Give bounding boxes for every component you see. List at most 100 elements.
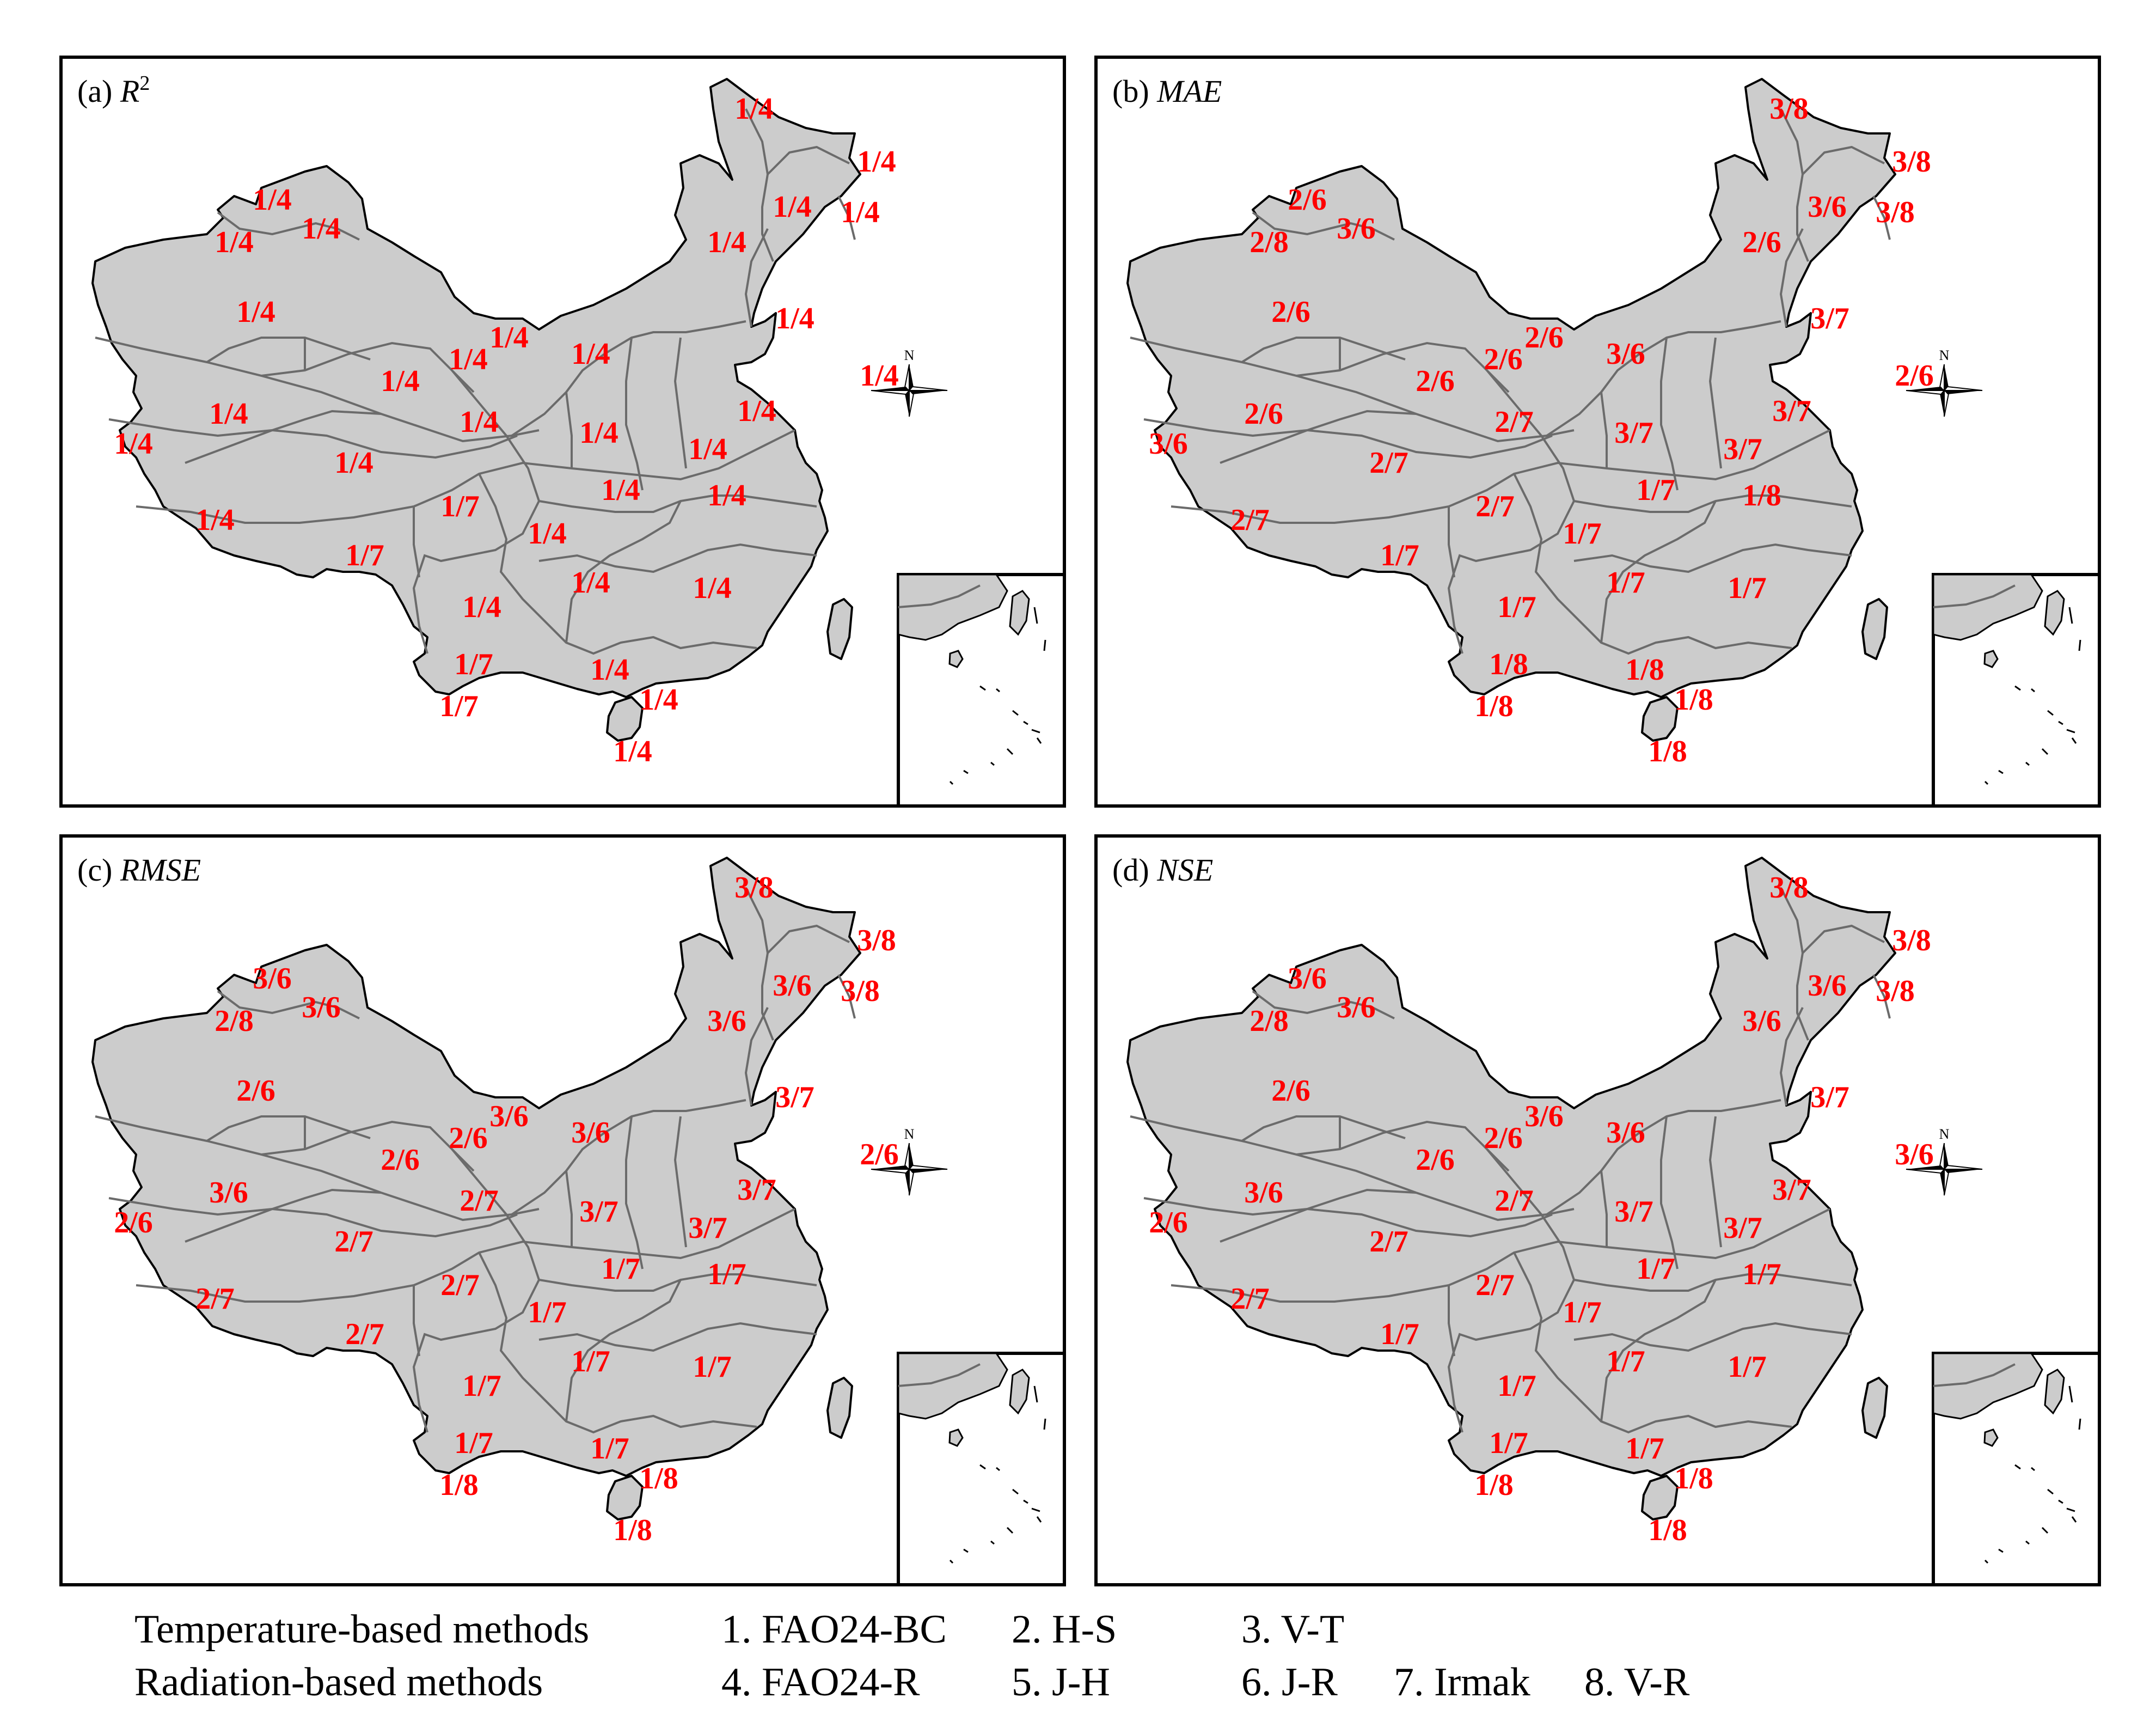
- region-label: 3/6: [1808, 190, 1847, 224]
- region-label: 3/8: [841, 974, 880, 1008]
- region-label: 2/6: [860, 1138, 899, 1171]
- region-label: 2/6: [1271, 1074, 1310, 1108]
- region-label: 3/6: [302, 991, 341, 1024]
- region-label: 1/4: [449, 343, 488, 376]
- region-label: 3/6: [489, 1100, 529, 1133]
- region-label: 1/7: [1742, 1257, 1781, 1291]
- region-label: 3/8: [1769, 871, 1809, 905]
- region-label: 1/7: [1636, 1252, 1675, 1286]
- region-label: 1/7: [590, 1432, 629, 1466]
- region-label: 1/7: [454, 648, 493, 681]
- region-label: 1/4: [734, 92, 774, 126]
- region-label: 3/6: [1606, 1116, 1645, 1150]
- region-label: 1/8: [1625, 653, 1664, 687]
- region-label: 3/6: [253, 962, 292, 996]
- region-label: 3/6: [773, 969, 812, 1003]
- south-china-sea-inset: [897, 1352, 1066, 1586]
- region-label: 3/6: [1149, 427, 1188, 461]
- south-china-sea-inset: [1932, 573, 2101, 808]
- legend-item-j-h: 5. J-H: [1012, 1660, 1110, 1705]
- north-arrow-icon: N: [1906, 1126, 1983, 1196]
- region-label: 1/4: [590, 653, 629, 687]
- region-label: 1/4: [253, 183, 292, 217]
- region-label: 2/6: [1416, 364, 1455, 398]
- region-label: 1/7: [1728, 1350, 1767, 1384]
- region-label: 1/8: [1674, 683, 1713, 717]
- region-label: 1/7: [439, 689, 479, 723]
- region-label: 1/7: [1380, 539, 1419, 572]
- region-label: 3/8: [857, 924, 896, 957]
- region-label: 2/6: [1742, 225, 1781, 259]
- region-label: 1/4: [195, 503, 235, 537]
- region-label: 2/6: [1271, 295, 1310, 329]
- region-label: 2/7: [334, 1225, 373, 1259]
- south-china-sea-inset: [897, 573, 1066, 808]
- region-label: 3/7: [1723, 1211, 1762, 1245]
- legend-item-j-r: 6. J-R: [1241, 1660, 1338, 1705]
- region-label: 1/8: [613, 1513, 652, 1547]
- region-label: 2/6: [449, 1121, 488, 1155]
- region-label: 1/8: [1474, 689, 1514, 723]
- region-label: 3/8: [734, 871, 774, 905]
- region-label: 1/8: [1742, 479, 1781, 512]
- svg-text:N: N: [1939, 1126, 1950, 1142]
- region-label: 3/6: [209, 1176, 248, 1210]
- region-label: 1/7: [1380, 1317, 1419, 1351]
- region-label: 3/7: [688, 1211, 727, 1245]
- region-label: 2/7: [1494, 405, 1534, 439]
- legend-item-h-s: 2. H-S: [1012, 1607, 1117, 1652]
- region-label: 1/4: [693, 571, 732, 605]
- svg-text:N: N: [1939, 347, 1950, 363]
- region-label: 1/4: [215, 225, 254, 259]
- region-label: 2/6: [1416, 1143, 1455, 1177]
- region-label: 2/7: [1475, 490, 1515, 523]
- region-label: 3/8: [1892, 145, 1931, 179]
- region-label: 3/6: [1337, 991, 1376, 1024]
- region-label: 1/7: [345, 539, 384, 572]
- region-label: 1/7: [528, 1296, 567, 1329]
- region-label: 1/8: [1674, 1462, 1713, 1495]
- legend-item-irmak: 7. Irmak: [1394, 1660, 1530, 1705]
- south-china-sea-inset: [1932, 1352, 2101, 1586]
- region-label: 3/8: [1769, 92, 1809, 126]
- region-label: 3/6: [1808, 969, 1847, 1003]
- region-label: 1/8: [439, 1468, 479, 1502]
- region-label: 1/4: [860, 359, 899, 393]
- region-label: 2/7: [1230, 503, 1270, 537]
- region-label: 1/7: [1489, 1426, 1528, 1460]
- region-label: 2/6: [1288, 183, 1327, 217]
- panel-title: (a) R2: [77, 72, 150, 109]
- legend-item-fao24-r: 4. FAO24-R: [721, 1660, 920, 1705]
- region-label: 3/7: [775, 1080, 814, 1114]
- legend-group-temperature: Temperature-based methods: [134, 1607, 590, 1652]
- region-label: 3/7: [1614, 1195, 1653, 1229]
- region-label: 1/4: [775, 302, 814, 335]
- region-label: 1/4: [737, 394, 776, 428]
- region-label: 2/7: [1369, 446, 1408, 480]
- region-label: 2/8: [1250, 1004, 1289, 1038]
- region-label: 1/4: [236, 295, 275, 329]
- region-label: 2/7: [440, 1268, 480, 1302]
- region-label: 3/8: [1892, 924, 1931, 957]
- region-label: 2/6: [1484, 1121, 1523, 1155]
- region-label: 1/7: [707, 1257, 746, 1291]
- region-label: 1/4: [707, 479, 746, 512]
- region-label: 2/6: [114, 1206, 153, 1239]
- region-label: 1/4: [579, 416, 618, 450]
- region-label: 1/7: [1497, 590, 1536, 624]
- region-label: 1/4: [460, 405, 499, 439]
- region-label: 1/7: [1636, 473, 1675, 507]
- region-label: 1/4: [528, 517, 567, 551]
- region-label: 1/7: [1625, 1432, 1664, 1466]
- region-label: 1/8: [1474, 1468, 1514, 1502]
- region-label: 1/8: [1648, 1513, 1687, 1547]
- region-label: 2/7: [460, 1184, 499, 1218]
- region-label: 3/6: [1742, 1004, 1781, 1038]
- region-label: 3/6: [707, 1004, 746, 1038]
- region-label: 1/7: [601, 1252, 640, 1286]
- region-label: 2/7: [1230, 1282, 1270, 1316]
- region-label: 1/4: [707, 225, 746, 259]
- region-label: 1/4: [209, 397, 248, 431]
